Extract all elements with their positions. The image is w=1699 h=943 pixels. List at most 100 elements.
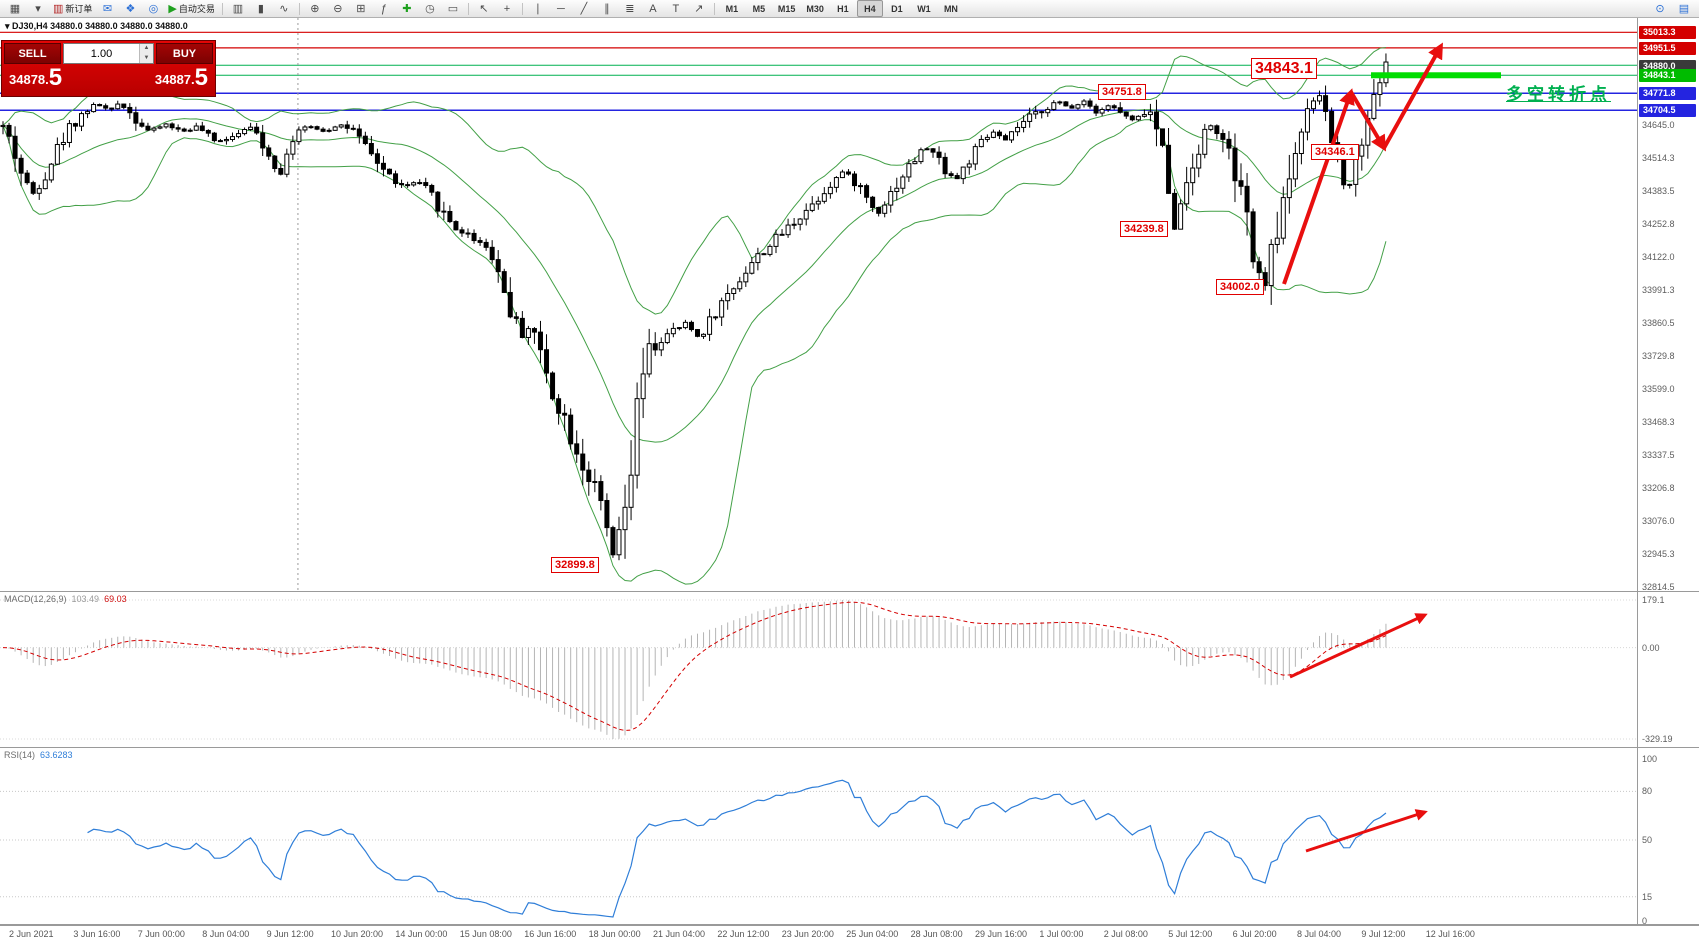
trend-arrow [1289,613,1428,679]
time-tick-label: 3 Jun 16:00 [73,929,121,939]
volume-down-button[interactable]: ▼ [140,53,153,63]
timeframe-mn-button[interactable]: MN [943,3,958,14]
green-highlight-segment [1371,72,1501,79]
timeframe-m30-button[interactable]: M30 [806,3,824,14]
fibonacci-icon[interactable]: ≣ [625,3,635,15]
price-tick: 34514.3 [1642,153,1675,164]
time-tick-label: 28 Jun 08:00 [910,929,963,939]
timeframe-w1-button[interactable]: W1 [917,3,931,14]
time-tick-label: 7 Jun 00:00 [137,929,185,939]
one-click-trade-panel: SELL ▲ ▼ BUY 34878. 5 34887.5 [1,40,216,97]
timeframe-h4-button[interactable]: H4 [856,0,883,17]
autotrade-button[interactable]: ▶ 自动交易 [168,3,215,15]
time-tick-label: 9 Jun 12:00 [266,929,314,939]
time-tick-label: 2 Jun 2021 [9,929,54,939]
candle-chart-icon[interactable]: ▮ [257,3,264,15]
macd-signal-line [2,601,1387,732]
vline-icon[interactable]: ∣ [535,3,541,15]
rsi-panel[interactable]: 100 80 50 15 0 RSI(14) 63.6283 [0,748,1699,926]
tile-windows-icon[interactable]: ⊞ [356,3,366,15]
rsi-chart-surface[interactable] [0,748,1637,924]
chart-list-caret-icon[interactable]: ▾ [35,3,41,15]
toolbar-right-group: ⊙ ▤ [1649,0,1695,17]
ask-big-digit: 5 [194,64,208,91]
zoom-out-icon[interactable]: ⊖ [333,3,343,15]
rsi-name: RSI(14) [4,750,36,760]
timeframe-m5-button[interactable]: M5 [752,3,766,14]
crosshair-icon[interactable]: + [503,2,511,15]
volume-up-button[interactable]: ▲ [140,44,153,54]
price-marker: 35013.3 [1639,26,1696,40]
timeframe-d1-button[interactable]: D1 [891,3,903,14]
macd-main-value: 103.49 [71,594,100,604]
search-icon[interactable]: ⊙ [1655,3,1665,15]
price-tick: 32814.5 [1642,582,1675,593]
indicators-icon[interactable]: ƒ [380,2,387,15]
time-axis[interactable]: 2 Jun 2021 3 Jun 16:00 7 Jun 00:00 8 Jun 04… [0,925,1699,943]
price-tick: 33468.3 [1642,417,1675,428]
text-icon[interactable]: A [649,2,657,15]
time-tick-label: 22 Jun 12:00 [717,929,770,939]
price-marker: 34704.5 [1639,104,1696,118]
price-tick: 33991.3 [1642,285,1675,296]
line-chart-icon[interactable]: ∿ [279,3,289,15]
macd-tick: -329.19 [1642,734,1673,744]
sell-button[interactable]: SELL [4,43,61,64]
main-chart-surface[interactable] [0,18,1637,591]
volume-input[interactable] [64,44,139,63]
toolbar-separator [298,2,300,15]
time-tick-label: 10 Jun 20:00 [331,929,384,939]
macd-chart-surface[interactable] [0,592,1637,747]
trendline-icon[interactable]: ╱ [580,3,588,15]
cursor-icon[interactable]: ↖ [479,3,489,15]
new-order-button[interactable]: ▥ 新订单 [53,3,93,15]
new-chart-icon[interactable]: ▦ [9,3,21,15]
rsi-axis[interactable]: 100 80 50 15 0 [1637,748,1699,926]
rsi-tick: 15 [1642,891,1653,902]
channel-icon[interactable]: ∥ [604,3,610,15]
clock-icon[interactable]: ◷ [425,3,435,15]
time-tick-label: 18 Jun 00:00 [588,929,641,939]
rsi-tick: 0 [1642,916,1648,926]
macd-panel[interactable]: 179.1 0.00 -329.19 MACD(12,26,9) 103.49 69.0… [0,592,1699,748]
bid-main: 34878. [9,72,49,87]
buy-button[interactable]: BUY [156,43,213,64]
price-tick: 33076.0 [1642,516,1675,527]
symbol-ohlc-line: ▾ DJ30,H4 34880.0 34880.0 34880.0 34880.… [5,21,188,32]
toolbar-separator [467,2,469,15]
chart-dropdown-caret-icon[interactable]: ▾ [5,21,10,31]
candlesticks [0,53,1389,561]
price-tick: 34252.8 [1642,219,1675,230]
timeframe-m1-button[interactable]: M1 [725,3,739,14]
price-axis[interactable]: 34645.0 34514.3 34383.5 34252.8 34122.0 33991… [1637,18,1699,593]
main-toolbar: ▦ ▾ ▥ 新订单 ✉ ❖ ◎ ▶ 自动交易 ▥ ▮ ∿ ⊕ ⊖ ⊞ ƒ ✚ ◷ ▭ ↖ + ∣ ─ ╱ ∥ ≣ A T ↗ M1 M5 M1… [0,0,1699,18]
time-tick-label: 6 Jul 20:00 [1232,929,1277,939]
bollinger-bands [2,47,1387,585]
rsi-value: 63.6283 [40,750,73,760]
community-icon[interactable]: ◎ [148,3,159,15]
macd-tick: 0.00 [1642,642,1660,653]
macd-histogram [8,600,1387,739]
macd-signal-value: 69.03 [104,594,127,604]
timeframe-m15-button[interactable]: M15 [777,3,796,14]
arrows-icon[interactable]: ↗ [694,3,704,15]
add-indicator-icon[interactable]: ✚ [402,3,412,15]
zoom-in-icon[interactable]: ⊕ [310,3,320,15]
bar-chart-icon[interactable]: ▥ [232,3,244,15]
main-chart-panel[interactable]: 34645.0 34514.3 34383.5 34252.8 34122.0 33991… [0,18,1699,592]
volume-spinner: ▲ ▼ [139,44,153,63]
snapshot-icon[interactable]: ▭ [447,3,459,15]
price-tick: 34383.5 [1642,186,1675,197]
macd-axis[interactable]: 179.1 0.00 -329.19 [1637,592,1699,747]
time-tick-label: 9 Jul 12:00 [1361,929,1406,939]
toolbar-separator [521,2,523,15]
hline-icon[interactable]: ─ [557,2,565,15]
mail-icon[interactable]: ✉ [102,3,113,15]
label-icon[interactable]: T [672,2,680,15]
timeframe-h1-button[interactable]: H1 [837,3,849,14]
toolbar-separator [713,2,715,15]
price-tick: 34645.0 [1642,120,1675,131]
layout-icon[interactable]: ▤ [1678,3,1690,15]
ask-price: 34887. 5 [155,64,208,92]
chat-icon[interactable]: ❖ [125,3,136,15]
